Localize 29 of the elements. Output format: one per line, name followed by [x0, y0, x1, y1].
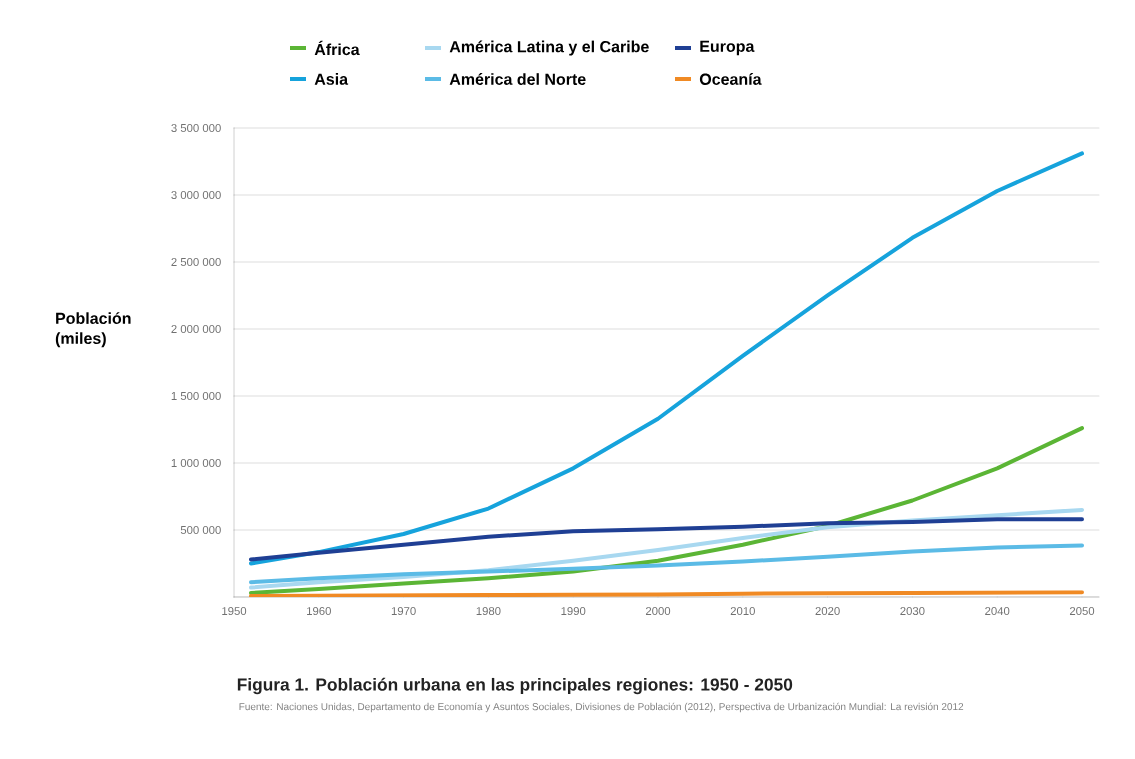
- x-tick-label: 1960: [307, 607, 331, 616]
- y-tick-label: 500 000: [180, 525, 221, 534]
- legend-label: Asia: [314, 73, 349, 85]
- legend-label: Europa: [700, 40, 755, 56]
- y-tick-label: 1 000 000: [171, 458, 221, 467]
- x-tick-label: 1980: [476, 607, 501, 616]
- x-tick-label: 2030: [900, 607, 925, 616]
- legend-label: África: [314, 40, 360, 56]
- y-tick-label: 1 500 000: [171, 391, 221, 400]
- legend-label: Oceanía: [699, 73, 762, 85]
- x-tick-label: 1970: [391, 607, 416, 616]
- x-tick-label: 2050: [1069, 607, 1095, 616]
- line-series: [248, 151, 1084, 566]
- text: Figura 1. Población urbana en las principales regiones: 1950 - 2050: [237, 677, 793, 695]
- y-tick-label: 3 500 000: [171, 123, 221, 132]
- y-tick-label: 2 500 000: [171, 257, 221, 266]
- y-axis-title: Población (miles): [55, 312, 131, 348]
- x-tick-label: 2010: [730, 607, 755, 616]
- x-tick-label: 2040: [985, 607, 1010, 616]
- x-tick-label: 1950: [222, 607, 247, 616]
- line-series: [248, 543, 1084, 585]
- legend-label: América Latina y el Caribe: [449, 40, 649, 56]
- x-tick-label: 2020: [815, 607, 840, 616]
- x-tick-label: 1990: [561, 607, 586, 616]
- legend-label: América del Norte: [449, 73, 586, 85]
- x-tick-label: 2000: [645, 607, 671, 616]
- y-tick-label: 2 000 000: [171, 324, 221, 333]
- source-note: Fuente: Naciones Unidas, Departamento de Economía y Asuntos Sociales, Divisiones de Población (2012), Perspectiva de Urbanización Mundial: La revisión 2012: [239, 702, 964, 713]
- y-tick-label: 3 000 000: [171, 190, 221, 199]
